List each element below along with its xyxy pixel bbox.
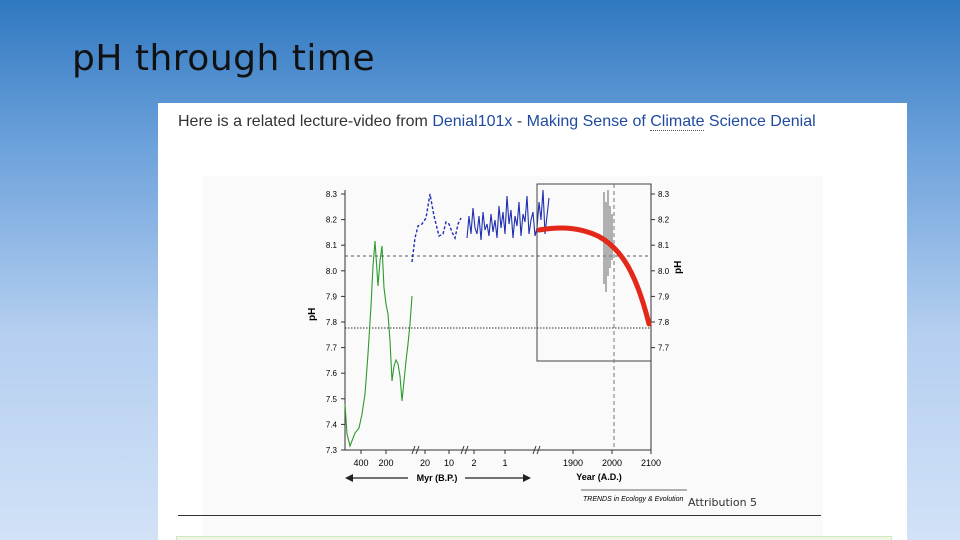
left-tick-label: 8.2 (326, 216, 338, 225)
axis-break-marks (411, 445, 541, 455)
right-tick-label: 8.0 (658, 267, 670, 276)
myr-tick-label: 400 (353, 458, 368, 468)
right-tick-label: 7.8 (658, 318, 670, 327)
journal-credit: TRENDS in Ecology & Evolution (583, 496, 683, 503)
ph-chart: 8.3 8.2 8.1 8.0 7.9 7.8 7.7 7.6 7.5 7.4 7.3 pH 400… (203, 176, 823, 536)
left-tick-label: 7.5 (326, 395, 338, 404)
myr-tick-label: 10 (444, 458, 454, 468)
related-video-line: Here is a related lecture-video from Den… (178, 113, 816, 131)
denial101x-link[interactable]: Denial101x (432, 113, 513, 130)
intro-text: Here is a related lecture-video from (178, 113, 433, 130)
right-tick-label: 8.3 (658, 190, 670, 199)
recent-ph-series (466, 189, 550, 241)
recent-ph-dashed (411, 193, 462, 263)
myr-tick-label: 2 (471, 458, 476, 468)
left-tick-label: 7.6 (326, 369, 338, 378)
attribution: Attribution 5 (688, 496, 758, 509)
year-tick-label: 2100 (641, 458, 661, 468)
course-title-part: Making Sense of (526, 113, 651, 130)
right-tick-label: 7.9 (658, 292, 670, 301)
myr-tick-label: 200 (378, 458, 393, 468)
ph-figure: 8.3 8.2 8.1 8.0 7.9 7.8 7.7 7.6 7.5 7.4 7.3 pH 400… (203, 176, 823, 536)
year-label: Year (A.D.) (576, 472, 622, 482)
right-tick-label: 8.2 (658, 216, 670, 225)
course-title-link[interactable]: Making Sense of Climate Science Denial (527, 113, 816, 131)
right-tick-label: 8.1 (658, 241, 670, 250)
course-title-part-end: Science Denial (704, 113, 816, 130)
myr-tick-label: 1 (502, 458, 507, 468)
left-axis-label: pH (307, 308, 318, 321)
separator-text: - (512, 113, 527, 130)
right-axis-label: pH (673, 261, 684, 274)
left-tick-label: 8.1 (326, 241, 338, 250)
paleo-ph-series (344, 240, 413, 448)
year-tick-label: 2000 (602, 458, 622, 468)
divider (178, 515, 821, 516)
right-tick-label: 7.7 (658, 344, 670, 353)
left-tick-label: 7.3 (326, 446, 338, 455)
projection-curve (536, 225, 652, 327)
left-tick-label: 7.4 (326, 420, 338, 429)
info-box (176, 536, 892, 540)
year-tick-label: 1900 (563, 458, 583, 468)
left-tick-label: 7.7 (326, 344, 338, 353)
slide-title: pH through time (72, 38, 376, 79)
climate-term-link[interactable]: Climate (650, 113, 705, 131)
left-tick-label: 8.0 (326, 267, 338, 276)
left-tick-label: 7.9 (326, 292, 338, 301)
myr-tick-label: 20 (420, 458, 430, 468)
myr-label: Myr (B.P.) (417, 473, 458, 483)
left-tick-label: 7.8 (326, 318, 338, 327)
web-content-panel: Here is a related lecture-video from Den… (158, 103, 907, 540)
left-tick-label: 8.3 (326, 190, 338, 199)
